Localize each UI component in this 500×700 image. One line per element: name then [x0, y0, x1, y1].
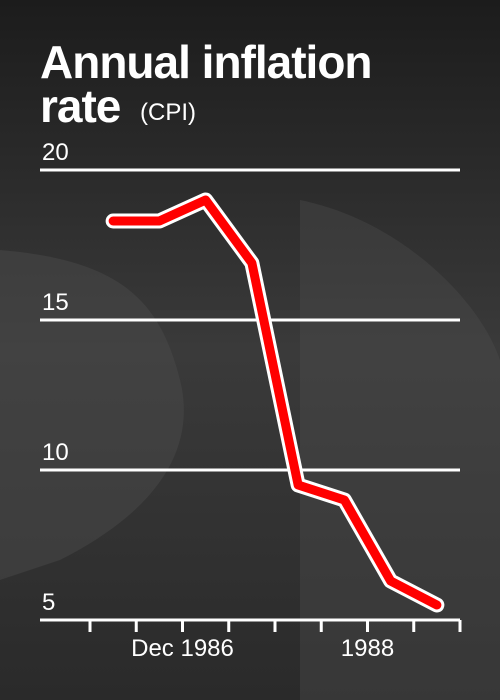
background-road: [0, 250, 184, 580]
chart-title: Annual inflation rate: [40, 36, 372, 132]
background-houses: [300, 200, 500, 700]
x-tick-label: 1988: [341, 635, 394, 662]
chart-title-line1: Annual inflation: [40, 36, 372, 88]
y-tick-label: 5: [42, 589, 55, 616]
y-tick-label: 20: [42, 139, 69, 166]
y-tick-label: 10: [42, 439, 69, 466]
line: [108, 195, 442, 610]
chart-title-line2: rate: [40, 80, 121, 132]
chart-subtitle: (CPI): [140, 99, 196, 126]
x-tick-label: Dec 1986: [131, 635, 234, 662]
y-tick-label: 15: [42, 289, 69, 316]
